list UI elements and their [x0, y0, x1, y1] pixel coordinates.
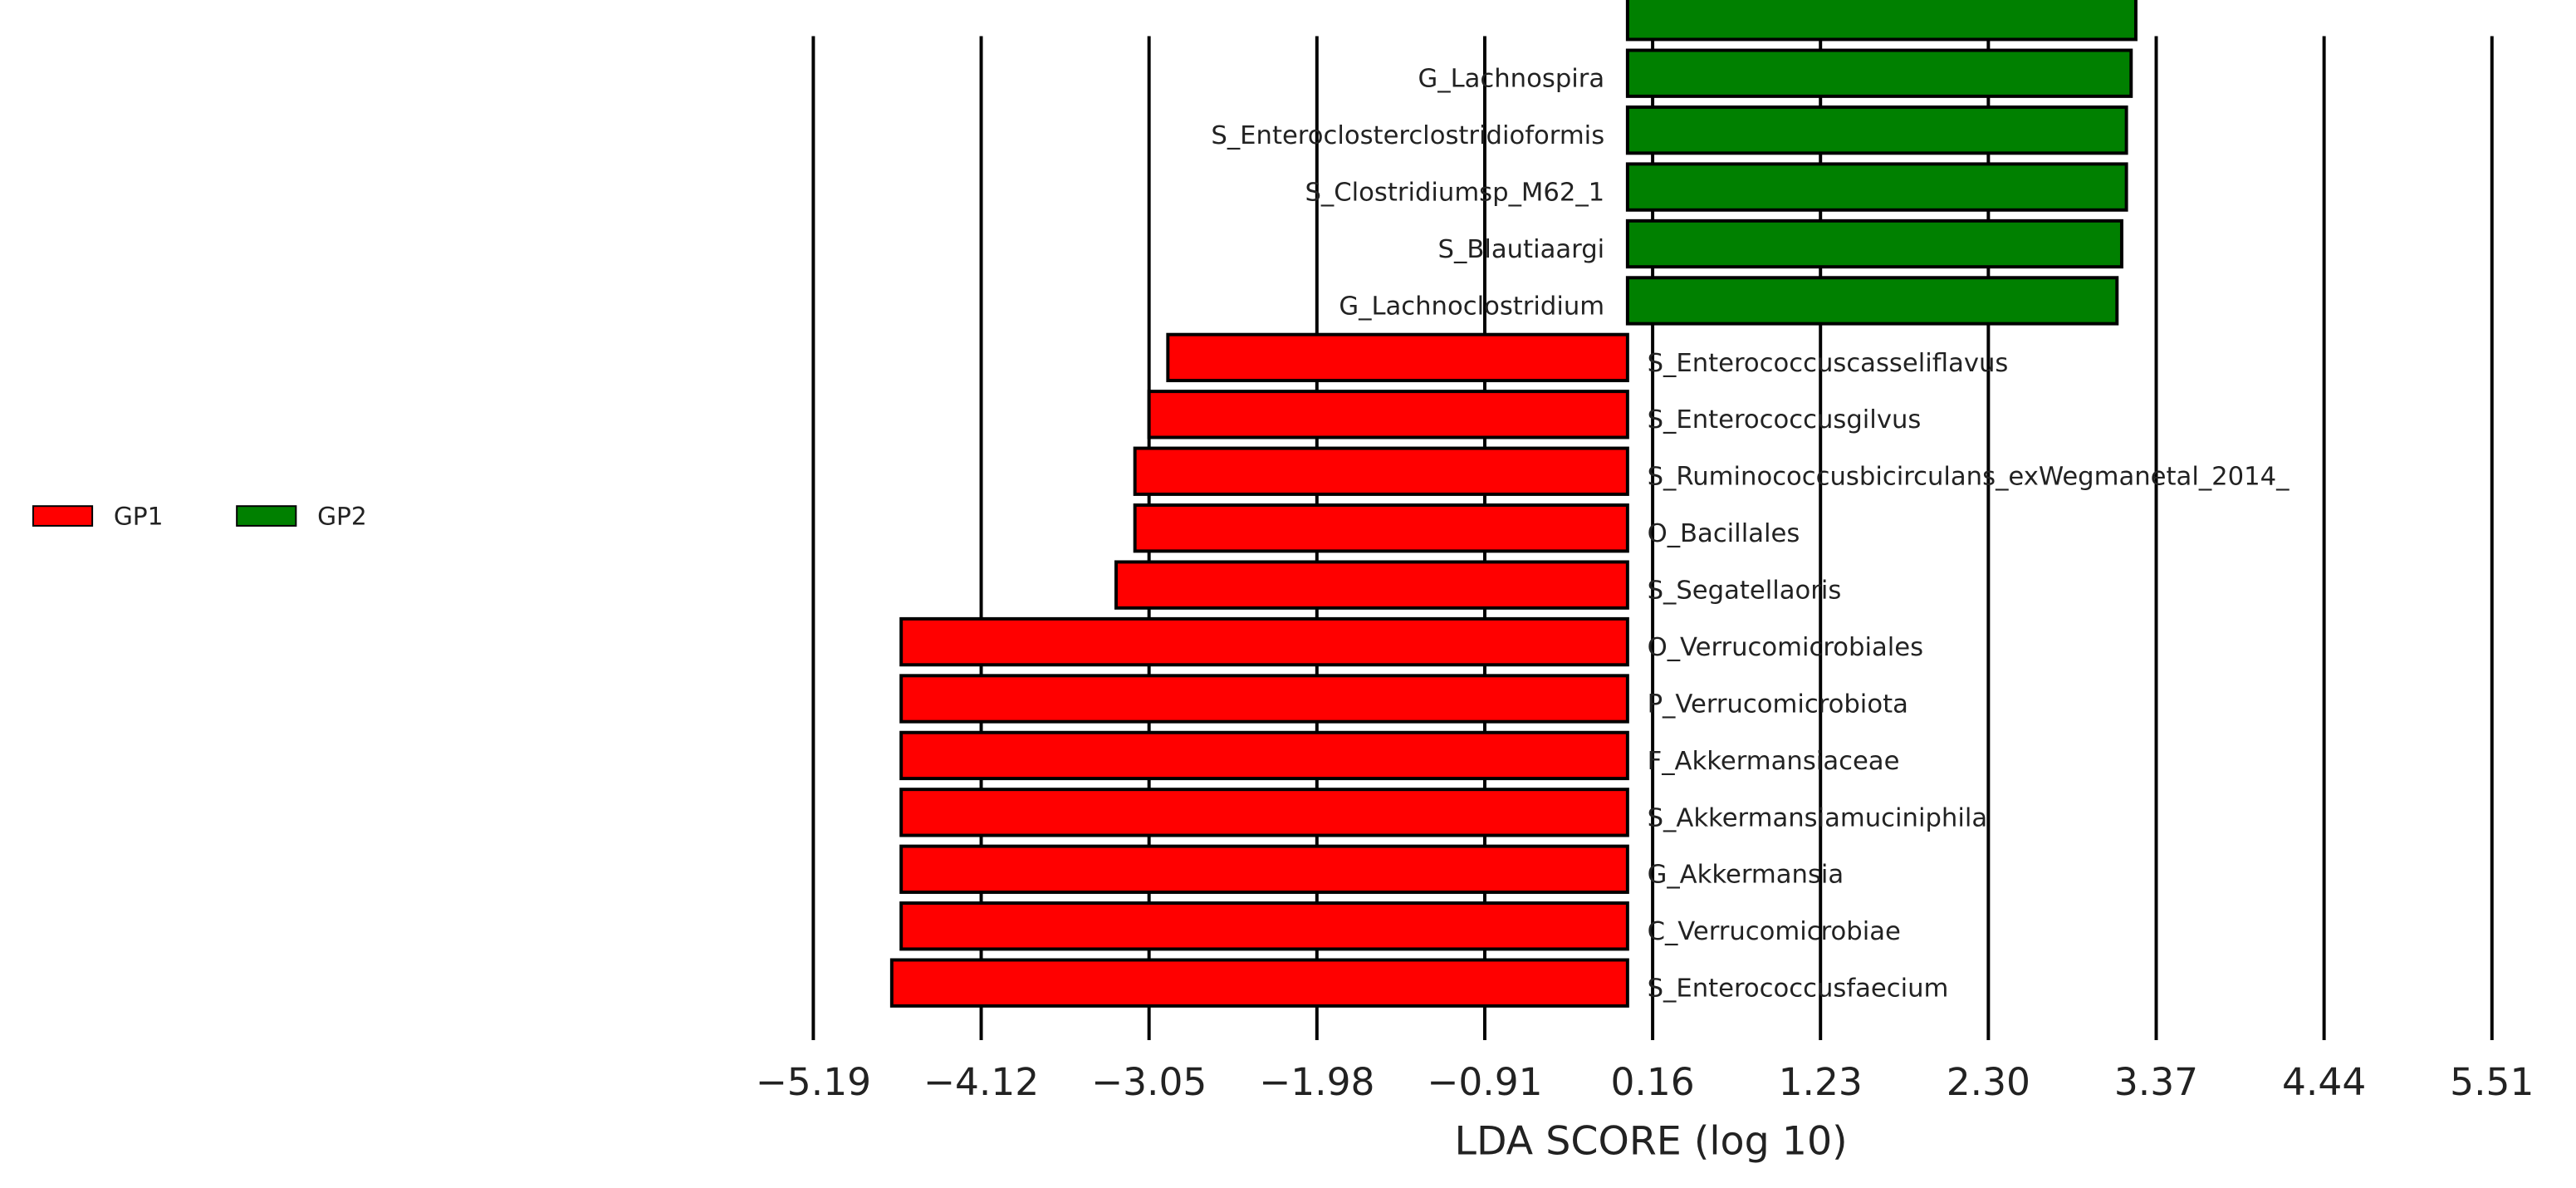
x-tick-label: 5.51 — [2450, 1060, 2534, 1104]
legend-swatch — [236, 505, 297, 527]
x-tick-label: 4.44 — [2282, 1060, 2366, 1104]
bar — [889, 958, 1629, 1008]
category-label: S_Ruminococcusbicirculans_exWegmanetal_2… — [1648, 463, 2290, 492]
bar — [899, 616, 1629, 667]
category-label: O_Bacillales — [1648, 519, 1800, 548]
bar — [1625, 218, 2123, 269]
bar — [899, 674, 1629, 724]
legend-swatch — [32, 505, 94, 527]
x-tick-label: 3.37 — [2114, 1060, 2198, 1104]
category-label: G_Akkermansia — [1648, 861, 1844, 890]
bar — [1625, 0, 2138, 42]
x-tick-label: 2.30 — [1947, 1060, 2030, 1104]
category-label: P_Verrucomicrobiota — [1648, 690, 1908, 719]
category-label: S_Clostridiumsp_M62_1 — [1305, 178, 1604, 207]
category-label: S_Enterococcusfaecium — [1648, 974, 1949, 1004]
bar — [1147, 390, 1629, 439]
bar — [1114, 560, 1629, 610]
bar — [899, 788, 1629, 837]
x-tick-label: 1.23 — [1779, 1060, 1863, 1104]
bar — [1133, 503, 1629, 553]
category-label: O_Verrucomicrobiales — [1648, 633, 1923, 662]
category-label: G_Lachnoclostridium — [1339, 292, 1604, 321]
category-label: C_Verrucomicrobiae — [1648, 917, 1901, 946]
x-tick-label: −1.98 — [1259, 1060, 1374, 1104]
legend-label: GP1 — [114, 502, 164, 531]
category-label: S_Blautiaargi — [1438, 235, 1605, 264]
bar — [1625, 162, 2128, 212]
x-tick-label: −5.19 — [756, 1060, 871, 1104]
x-tick-label: −4.12 — [923, 1060, 1039, 1104]
bar — [1133, 446, 1629, 496]
x-tick-label: 0.16 — [1610, 1060, 1694, 1104]
bar — [899, 901, 1629, 951]
bar — [1625, 276, 2119, 326]
category-label: S_Enterococcuscasseliflavus — [1648, 349, 2009, 378]
category-label: F_Akkermansiaceae — [1648, 747, 1900, 776]
x-tick-label: −3.05 — [1091, 1060, 1207, 1104]
category-label: S_Segatellaoris — [1648, 577, 1842, 606]
bar — [899, 844, 1629, 894]
bar — [1625, 48, 2133, 98]
legend-label: GP2 — [317, 502, 367, 531]
category-label: S_Enteroclosterclostridioformis — [1211, 121, 1604, 150]
bar — [899, 730, 1629, 781]
x-axis-label: LDA SCORE (log 10) — [1455, 1119, 1848, 1165]
bar — [1166, 332, 1629, 383]
bar — [1625, 105, 2128, 155]
x-tick-label: −0.91 — [1427, 1060, 1542, 1104]
category-label: S_Enterococcusgilvus — [1648, 405, 1922, 434]
category-label: G_Lachnospira — [1418, 65, 1605, 94]
category-label: S_Akkermansiamuciniphila — [1648, 803, 1988, 832]
